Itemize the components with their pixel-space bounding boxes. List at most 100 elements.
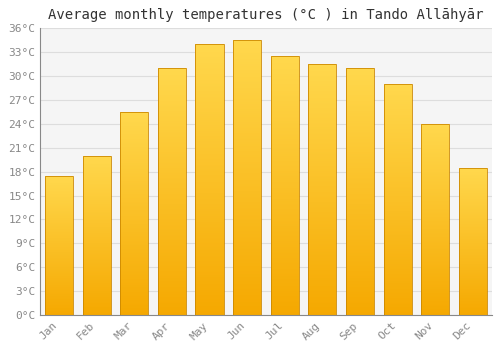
Bar <box>45 247 73 248</box>
Bar <box>120 155 148 156</box>
Bar <box>233 82 261 84</box>
Bar <box>233 274 261 275</box>
Bar <box>421 267 450 268</box>
Bar <box>158 306 186 307</box>
Bar <box>158 309 186 310</box>
Bar <box>196 75 224 76</box>
Bar <box>384 95 411 96</box>
Bar <box>458 267 487 268</box>
Bar <box>196 238 224 239</box>
Bar <box>270 56 299 57</box>
Bar <box>233 212 261 214</box>
Bar <box>82 205 110 206</box>
Bar <box>308 184 336 186</box>
Bar <box>384 291 411 292</box>
Bar <box>82 243 110 244</box>
Bar <box>421 194 450 195</box>
Bar <box>458 241 487 242</box>
Bar <box>384 129 411 130</box>
Bar <box>346 124 374 125</box>
Bar <box>158 248 186 250</box>
Bar <box>158 230 186 231</box>
Bar <box>82 234 110 235</box>
Bar <box>308 205 336 206</box>
Bar <box>158 261 186 262</box>
Bar <box>82 177 110 178</box>
Bar <box>270 175 299 176</box>
Bar <box>270 295 299 296</box>
Bar <box>45 194 73 195</box>
Bar <box>458 218 487 219</box>
Bar <box>458 305 487 306</box>
Bar <box>346 287 374 288</box>
Bar <box>82 254 110 255</box>
Bar <box>82 299 110 300</box>
Bar <box>346 68 374 69</box>
Bar <box>82 264 110 265</box>
Bar <box>346 84 374 85</box>
Bar <box>233 270 261 271</box>
Bar <box>158 278 186 280</box>
Bar <box>270 195 299 196</box>
Bar <box>120 188 148 189</box>
Bar <box>270 176 299 178</box>
Bar <box>233 314 261 315</box>
Bar <box>196 110 224 112</box>
Bar <box>196 289 224 291</box>
Bar <box>233 60 261 62</box>
Bar <box>196 52 224 53</box>
Bar <box>158 246 186 247</box>
Bar <box>458 295 487 296</box>
Bar <box>158 76 186 78</box>
Bar <box>384 172 411 173</box>
Bar <box>233 52 261 54</box>
Bar <box>421 246 450 247</box>
Bar <box>346 261 374 262</box>
Bar <box>346 120 374 121</box>
Bar <box>196 219 224 220</box>
Bar <box>158 131 186 132</box>
Bar <box>270 306 299 308</box>
Bar <box>120 287 148 288</box>
Bar <box>45 258 73 259</box>
Bar <box>308 244 336 245</box>
Bar <box>458 201 487 202</box>
Bar <box>196 312 224 313</box>
Bar <box>384 151 411 152</box>
Bar <box>308 288 336 289</box>
Bar <box>308 190 336 191</box>
Bar <box>458 287 487 288</box>
Bar <box>45 206 73 207</box>
Bar <box>421 284 450 285</box>
Bar <box>384 126 411 128</box>
Bar <box>421 297 450 298</box>
Bar <box>384 290 411 291</box>
Bar <box>346 274 374 276</box>
Bar <box>196 208 224 209</box>
Bar <box>158 245 186 246</box>
Bar <box>458 251 487 252</box>
Bar <box>82 169 110 170</box>
Bar <box>421 220 450 222</box>
Bar <box>270 117 299 118</box>
Bar <box>421 153 450 154</box>
Bar <box>308 249 336 250</box>
Bar <box>458 226 487 227</box>
Bar <box>196 155 224 156</box>
Bar <box>421 149 450 150</box>
Bar <box>233 104 261 106</box>
Bar <box>270 171 299 173</box>
Bar <box>82 179 110 180</box>
Bar <box>196 279 224 280</box>
Bar <box>346 132 374 133</box>
Bar <box>308 235 336 236</box>
Bar <box>384 292 411 293</box>
Bar <box>458 266 487 267</box>
Bar <box>82 246 110 247</box>
Bar <box>458 198 487 200</box>
Bar <box>270 97 299 98</box>
Bar <box>82 240 110 241</box>
Bar <box>158 89 186 90</box>
Bar <box>120 186 148 187</box>
Bar <box>308 214 336 215</box>
